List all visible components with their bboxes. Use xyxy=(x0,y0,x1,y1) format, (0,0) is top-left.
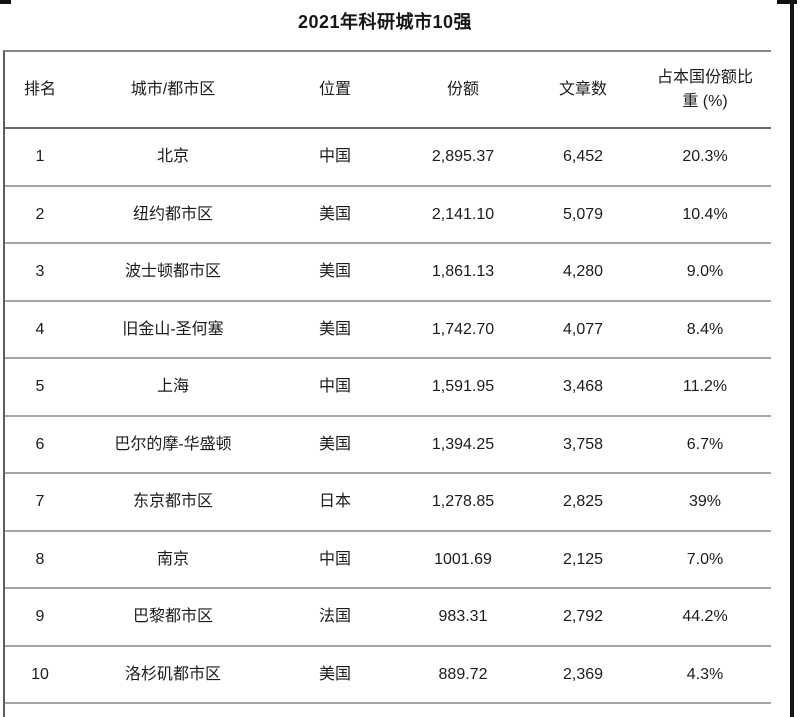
page-right-border xyxy=(790,0,794,717)
cell-pct: 4.3% xyxy=(686,665,724,683)
cell-pct: 20.3% xyxy=(682,148,728,166)
cell-share: 1,742.70 xyxy=(431,320,495,338)
cell-location: 中国 xyxy=(318,148,351,166)
cell-rank: 5 xyxy=(35,378,45,396)
cell-rank: 3 xyxy=(35,263,45,281)
cell-location: 中国 xyxy=(318,550,351,568)
cell-share: 2,895.37 xyxy=(431,148,495,166)
cell-share: 1,394.25 xyxy=(431,435,495,453)
cell-articles: 2,369 xyxy=(562,665,604,683)
cell-articles: 4,280 xyxy=(562,263,604,281)
cell-pct: 10.4% xyxy=(682,205,728,223)
column-header-share: 份额 xyxy=(399,78,527,101)
cell-pct: 11.2% xyxy=(682,378,728,396)
column-header-articles: 文章数 xyxy=(527,78,639,101)
cell-location: 美国 xyxy=(318,320,351,338)
cell-location: 美国 xyxy=(318,665,351,683)
cell-city: 纽约都市区 xyxy=(132,205,213,223)
cell-location: 美国 xyxy=(318,435,351,453)
cell-pct: 6.7% xyxy=(686,435,724,453)
cell-articles: 3,758 xyxy=(562,435,604,453)
column-header-label: 文章数 xyxy=(558,80,607,98)
top-left-edge-mark xyxy=(0,0,11,4)
table-row: 3 波士顿都市区 美国 1,861.13 4,280 9.0% xyxy=(5,244,771,302)
column-header-label: 排名 xyxy=(23,80,56,98)
cell-city: 巴黎都市区 xyxy=(132,608,213,626)
cell-rank: 6 xyxy=(35,435,45,453)
column-header-rank: 排名 xyxy=(5,78,75,101)
cell-rank: 10 xyxy=(31,665,49,683)
cell-articles: 2,125 xyxy=(562,550,604,568)
cell-articles: 6,452 xyxy=(562,148,604,166)
table-row: 9 巴黎都市区 法国 983.31 2,792 44.2% xyxy=(5,589,771,647)
column-header-pct: 占本国份额比重 (%) xyxy=(639,66,771,112)
cell-share: 1,278.85 xyxy=(431,493,495,511)
cell-pct: 7.0% xyxy=(686,550,724,568)
table-row: 6 巴尔的摩-华盛顿 美国 1,394.25 3,758 6.7% xyxy=(5,417,771,474)
cell-city: 上海 xyxy=(156,378,189,396)
cell-share: 889.72 xyxy=(438,665,488,683)
cell-articles: 2,792 xyxy=(562,608,604,626)
top-right-edge-mark xyxy=(777,0,797,4)
cell-city: 东京都市区 xyxy=(132,493,213,511)
cell-articles: 4,077 xyxy=(562,320,604,338)
table-row: 7 东京都市区 日本 1,278.85 2,825 39% xyxy=(5,474,771,532)
cell-city: 巴尔的摩-华盛顿 xyxy=(114,435,232,453)
column-header-city: 城市/都市区 xyxy=(75,78,271,101)
table-row: 10 洛杉矶都市区 美国 889.72 2,369 4.3% xyxy=(5,647,771,704)
page-title: 2021年科研城市10强 xyxy=(297,12,473,32)
table-row: 8 南京 中国 1001.69 2,125 7.0% xyxy=(5,532,771,589)
cell-location: 美国 xyxy=(318,263,351,281)
cell-city: 北京 xyxy=(156,148,189,166)
table-header-row: 排名 城市/都市区 位置 份额 文章数 占本国份额比重 (%) xyxy=(5,52,771,129)
cell-rank: 4 xyxy=(35,320,45,338)
cell-pct: 39% xyxy=(688,493,722,511)
cell-share: 1,591.95 xyxy=(431,378,495,396)
cell-articles: 5,079 xyxy=(562,205,604,223)
table-body: 1 北京 中国 2,895.37 6,452 20.3% 2 纽约都市区 美国 2,141.10 5… xyxy=(5,129,771,704)
cell-articles: 2,825 xyxy=(562,493,604,511)
cell-location: 美国 xyxy=(318,205,351,223)
cell-city: 洛杉矶都市区 xyxy=(124,665,221,683)
column-header-label: 占本国份额比重 (%) xyxy=(656,69,753,110)
cell-rank: 7 xyxy=(35,493,45,511)
table-row: 2 纽约都市区 美国 2,141.10 5,079 10.4% xyxy=(5,187,771,244)
cell-rank: 8 xyxy=(35,550,45,568)
table-row: 4 旧金山-圣何塞 美国 1,742.70 4,077 8.4% xyxy=(5,302,771,359)
cell-location: 法国 xyxy=(318,608,351,626)
cell-city: 波士顿都市区 xyxy=(124,263,221,281)
column-header-location: 位置 xyxy=(271,78,399,101)
cell-location: 中国 xyxy=(318,378,351,396)
cell-pct: 9.0% xyxy=(686,263,724,281)
column-header-label: 城市/都市区 xyxy=(130,80,216,98)
cell-share: 983.31 xyxy=(438,608,488,626)
column-header-label: 份额 xyxy=(446,80,479,98)
table-row: 5 上海 中国 1,591.95 3,468 11.2% xyxy=(5,359,771,417)
cell-articles: 3,468 xyxy=(562,378,604,396)
column-header-label: 位置 xyxy=(318,80,351,98)
results-table: 排名 城市/都市区 位置 份额 文章数 占本国份额比重 (%) 1 北京 中国 2,895.37… xyxy=(3,50,771,717)
cell-pct: 44.2% xyxy=(682,608,728,626)
cell-share: 2,141.10 xyxy=(431,205,495,223)
cell-share: 1001.69 xyxy=(434,550,492,568)
cell-city: 旧金山-圣何塞 xyxy=(122,320,224,338)
table-row: 1 北京 中国 2,895.37 6,452 20.3% xyxy=(5,129,771,187)
cell-city: 南京 xyxy=(156,550,189,568)
cell-location: 日本 xyxy=(318,493,351,511)
cell-rank: 1 xyxy=(35,148,45,166)
cell-rank: 2 xyxy=(35,205,45,223)
cell-rank: 9 xyxy=(35,608,45,626)
cell-pct: 8.4% xyxy=(686,320,724,338)
cell-share: 1,861.13 xyxy=(431,263,495,281)
